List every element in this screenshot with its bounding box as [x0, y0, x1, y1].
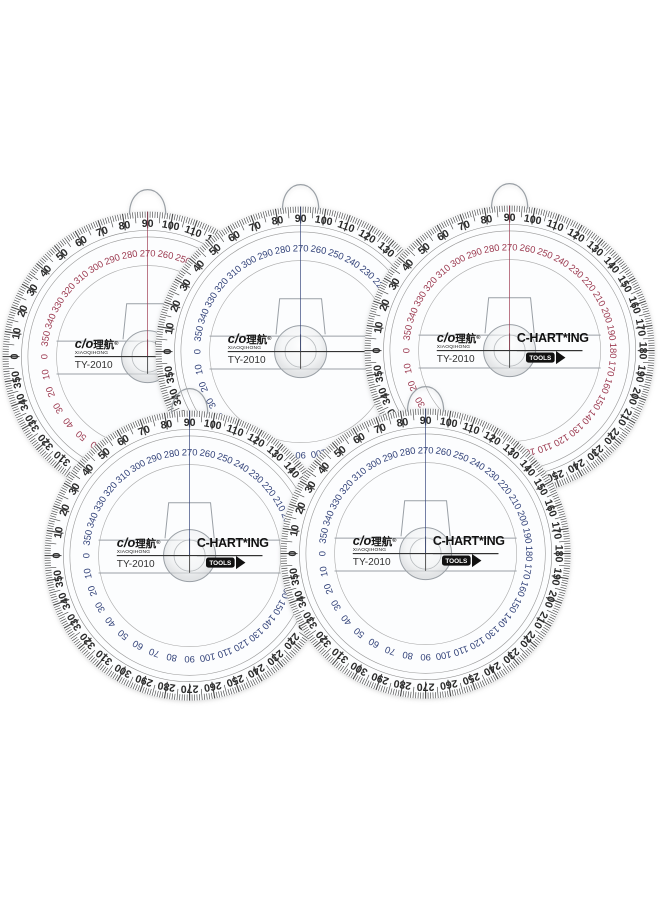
svg-text:10: 10: [40, 369, 53, 381]
svg-text:10: 10: [52, 526, 66, 540]
svg-text:10: 10: [288, 524, 302, 538]
svg-text:80: 80: [402, 649, 414, 662]
svg-text:TOOLS: TOOLS: [530, 355, 553, 362]
svg-text:0: 0: [371, 348, 383, 354]
svg-text:TY-2010: TY-2010: [117, 559, 155, 570]
svg-text:C-HART*ING: C-HART*ING: [433, 534, 505, 548]
svg-text:270: 270: [181, 683, 199, 695]
svg-text:0: 0: [9, 354, 21, 360]
svg-text:180: 180: [637, 342, 649, 360]
svg-text:0: 0: [318, 551, 329, 556]
svg-text:10: 10: [82, 568, 95, 580]
svg-text:TY-2010: TY-2010: [228, 355, 266, 366]
svg-text:TY-2010: TY-2010: [75, 360, 113, 371]
svg-text:XIAOQIHONG: XIAOQIHONG: [353, 547, 386, 553]
svg-text:270: 270: [417, 681, 435, 693]
svg-text:0: 0: [162, 349, 174, 355]
svg-text:0: 0: [193, 349, 204, 354]
svg-text:10: 10: [163, 322, 177, 336]
svg-text:XIAOQIHONG: XIAOQIHONG: [75, 350, 108, 356]
svg-text:10: 10: [193, 364, 206, 376]
svg-text:10: 10: [318, 566, 331, 578]
svg-text:TOOLS: TOOLS: [446, 558, 469, 565]
svg-text:XIAOQIHONG: XIAOQIHONG: [437, 344, 470, 350]
svg-text:XIAOQIHONG: XIAOQIHONG: [228, 345, 261, 351]
svg-text:180: 180: [553, 545, 565, 563]
svg-text:90: 90: [185, 653, 196, 664]
svg-text:180: 180: [523, 546, 534, 562]
svg-text:0: 0: [287, 551, 299, 557]
svg-text:XIAOQIHONG: XIAOQIHONG: [117, 549, 150, 555]
svg-text:10: 10: [10, 327, 24, 341]
svg-text:80: 80: [480, 213, 494, 227]
svg-text:0: 0: [40, 354, 51, 359]
svg-text:0: 0: [51, 553, 63, 559]
svg-text:180: 180: [607, 343, 618, 359]
svg-text:TY-2010: TY-2010: [437, 354, 475, 365]
svg-text:80: 80: [166, 651, 178, 664]
svg-text:10: 10: [402, 363, 415, 375]
svg-text:0: 0: [402, 348, 413, 353]
svg-text:C-HART*ING: C-HART*ING: [517, 331, 589, 345]
svg-text:80: 80: [396, 416, 410, 430]
svg-text:80: 80: [118, 219, 132, 233]
svg-text:TY-2010: TY-2010: [353, 557, 391, 568]
svg-text:TOOLS: TOOLS: [210, 560, 233, 567]
svg-text:0: 0: [82, 553, 93, 558]
svg-text:80: 80: [160, 418, 174, 432]
svg-text:10: 10: [372, 321, 386, 335]
svg-text:90: 90: [421, 651, 432, 662]
svg-text:80: 80: [271, 214, 285, 228]
